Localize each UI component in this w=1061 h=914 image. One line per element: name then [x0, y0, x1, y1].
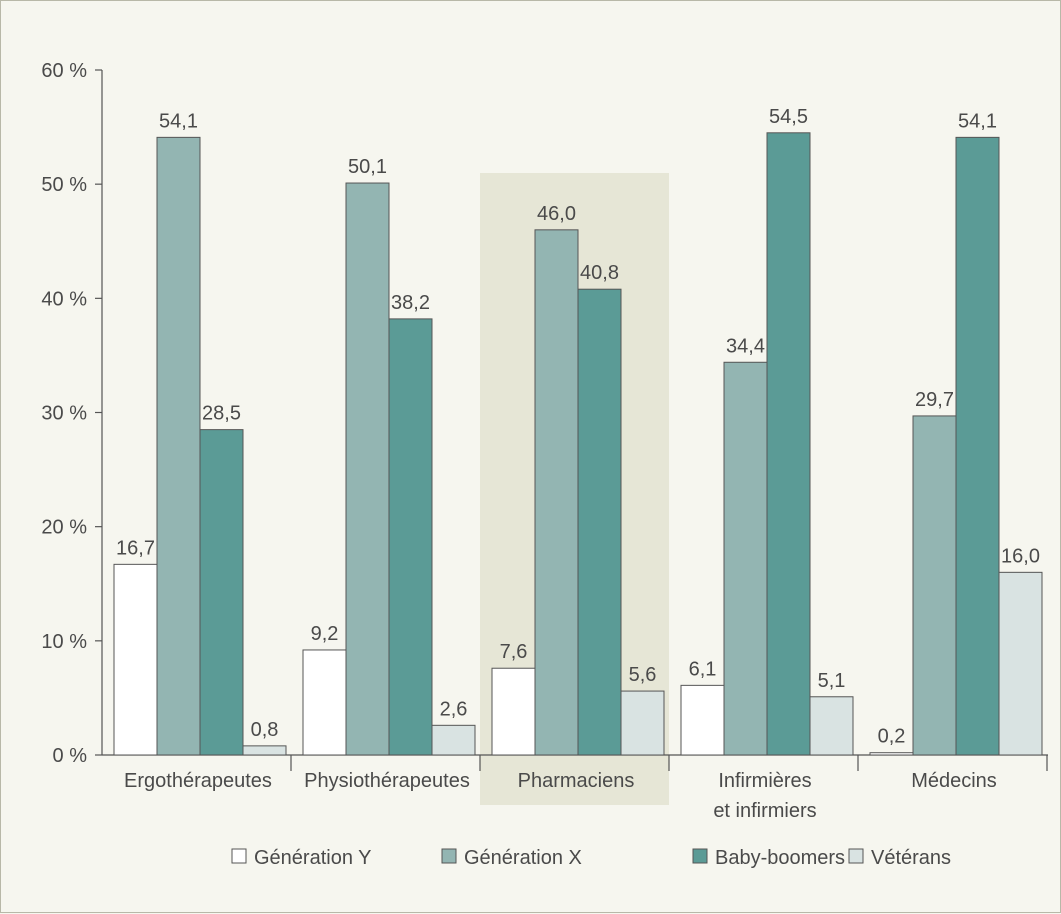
category-label: Infirmières	[718, 770, 811, 792]
y-tick-label: 60 %	[41, 60, 87, 82]
bar-2-1	[156, 136, 201, 756]
value-label: 38,2	[391, 292, 430, 314]
value-label: 0,8	[251, 719, 279, 741]
value-label: 29,7	[915, 389, 954, 411]
y-tick-label: 20 %	[41, 517, 87, 539]
category-label: et infirmiers	[713, 800, 816, 822]
bar-3-5	[955, 136, 1000, 756]
bar-4-2	[431, 724, 476, 756]
y-tick-label: 0 %	[53, 745, 88, 767]
legend-label: Génération Y	[254, 847, 372, 869]
bar-4-1	[242, 745, 287, 756]
legend-swatch-4	[848, 848, 864, 864]
value-label: 40,8	[580, 262, 619, 284]
bar-2-3	[534, 229, 579, 756]
bar-2-4	[723, 361, 768, 756]
value-label: 46,0	[537, 203, 576, 225]
value-label: 5,1	[818, 670, 846, 692]
value-label: 5,6	[629, 664, 657, 686]
bar-1-1	[113, 563, 158, 756]
category-label: Pharmaciens	[518, 770, 635, 792]
legend-swatch-3	[692, 848, 708, 864]
bar-2-2	[345, 182, 390, 756]
legend-swatch-2	[441, 848, 457, 864]
value-label: 28,5	[202, 403, 241, 425]
bar-1-3	[491, 667, 536, 756]
value-label: 54,1	[958, 110, 997, 132]
category-label: Physiothérapeutes	[304, 770, 470, 792]
y-tick-label: 40 %	[41, 288, 87, 310]
value-label: 34,4	[726, 335, 765, 357]
legend-label: Vétérans	[871, 847, 951, 869]
value-label: 0,2	[878, 726, 906, 748]
value-label: 50,1	[348, 156, 387, 178]
bar-2-5	[912, 415, 957, 756]
value-label: 16,7	[116, 537, 155, 559]
y-tick-label: 30 %	[41, 403, 87, 425]
y-tick-label: 10 %	[41, 631, 87, 653]
bar-1-5	[869, 752, 914, 756]
bar-4-3	[620, 690, 665, 756]
legend-swatch-1	[231, 848, 247, 864]
legend-label: Génération X	[464, 847, 582, 869]
value-label: 9,2	[311, 623, 339, 645]
y-tick-label: 50 %	[41, 174, 87, 196]
value-label: 54,1	[159, 110, 198, 132]
bar-3-1	[199, 429, 244, 756]
value-label: 54,5	[769, 106, 808, 128]
category-label: Médecins	[911, 770, 997, 792]
bar-3-3	[577, 288, 622, 756]
value-label: 16,0	[1001, 545, 1040, 567]
bar-1-4	[680, 684, 725, 756]
bar-3-4	[766, 132, 811, 756]
bar-1-2	[302, 649, 347, 756]
category-label: Ergothérapeutes	[124, 770, 272, 792]
value-label: 7,6	[500, 641, 528, 663]
bar-3-2	[388, 318, 433, 756]
legend-label: Baby-boomers	[715, 847, 845, 869]
bar-4-4	[809, 696, 854, 756]
value-label: 2,6	[440, 698, 468, 720]
bar-4-5	[998, 571, 1043, 756]
value-label: 6,1	[689, 658, 717, 680]
